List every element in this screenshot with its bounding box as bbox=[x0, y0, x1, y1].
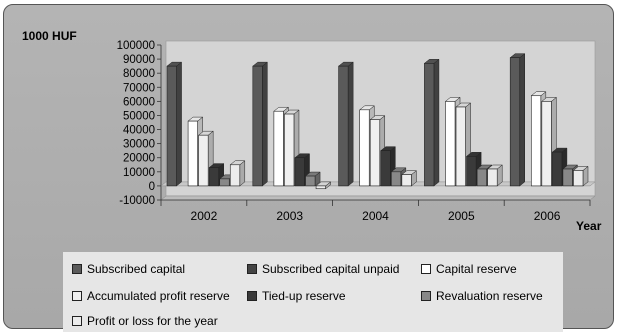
legend-label: Tied-up reserve bbox=[262, 289, 346, 303]
x-tick-label: 2002 bbox=[191, 209, 218, 223]
legend-label: Accumulated profit reserve bbox=[87, 289, 230, 303]
legend-label: Revaluation reserve bbox=[436, 289, 543, 303]
x-tick-label: 2004 bbox=[362, 209, 389, 223]
y-tick-label: 40000 bbox=[123, 125, 155, 137]
legend: Subscribed capital Subscribed capital un… bbox=[63, 252, 563, 332]
legend-swatch bbox=[247, 291, 257, 301]
legend-swatch bbox=[72, 316, 82, 326]
floor bbox=[160, 195, 596, 201]
bar bbox=[229, 160, 246, 187]
legend-swatch bbox=[72, 291, 82, 301]
legend-item: Revaluation reserve bbox=[421, 289, 543, 303]
bar bbox=[401, 170, 418, 187]
bar-chart: 1000 HUF 1000009000080000700006000050000… bbox=[22, 29, 602, 233]
legend-swatch bbox=[421, 264, 431, 274]
bar bbox=[304, 171, 321, 187]
y-tick-label: -10000 bbox=[119, 195, 155, 207]
y-tick-label: 30000 bbox=[123, 139, 155, 151]
x-tick-label: 2005 bbox=[448, 209, 475, 223]
y-tick-label: 100000 bbox=[117, 40, 155, 52]
bar bbox=[337, 61, 354, 187]
y-axis: 1000009000080000700006000050000400003000… bbox=[117, 40, 162, 207]
x-tick-label: 2006 bbox=[534, 209, 561, 223]
y-tick-label: 80000 bbox=[123, 68, 155, 80]
legend-item: Accumulated profit reserve bbox=[72, 289, 230, 303]
y-tick-label: 60000 bbox=[123, 96, 155, 108]
legend-swatch bbox=[247, 264, 257, 274]
bar bbox=[486, 164, 503, 187]
bar bbox=[166, 61, 183, 187]
bar bbox=[315, 181, 332, 190]
legend-label: Profit or loss for the year bbox=[87, 314, 218, 328]
y-tick-label: 50000 bbox=[123, 110, 155, 122]
x-tick-label: 2003 bbox=[276, 209, 303, 223]
bars bbox=[166, 53, 589, 190]
bar bbox=[252, 61, 269, 187]
legend-label: Subscribed capital bbox=[87, 262, 186, 276]
y-tick-label: 0 bbox=[149, 181, 155, 193]
legend-item: Subscribed capital bbox=[72, 262, 185, 276]
x-axis: 2002 2003 2004 2005 2006 bbox=[160, 199, 591, 223]
legend-swatch bbox=[72, 264, 82, 274]
y-tick-label: 70000 bbox=[123, 82, 155, 94]
legend-item: Capital reserve bbox=[421, 262, 517, 276]
bar bbox=[509, 53, 526, 187]
legend-swatch bbox=[421, 291, 431, 301]
legend-item: Subscribed capital unpaid bbox=[247, 262, 399, 276]
legend-label: Subscribed capital unpaid bbox=[262, 262, 400, 276]
y-tick-label: 20000 bbox=[123, 153, 155, 165]
legend-item: Tied-up reserve bbox=[247, 289, 346, 303]
x-axis-label: Year bbox=[576, 219, 602, 233]
bar bbox=[423, 58, 440, 187]
y-tick-label: 10000 bbox=[123, 167, 155, 179]
legend-label: Capital reserve bbox=[436, 262, 517, 276]
unit-label: 1000 HUF bbox=[22, 29, 77, 43]
legend-item: Profit or loss for the year bbox=[72, 314, 218, 328]
y-tick-label: 90000 bbox=[123, 54, 155, 66]
bar bbox=[572, 165, 589, 187]
